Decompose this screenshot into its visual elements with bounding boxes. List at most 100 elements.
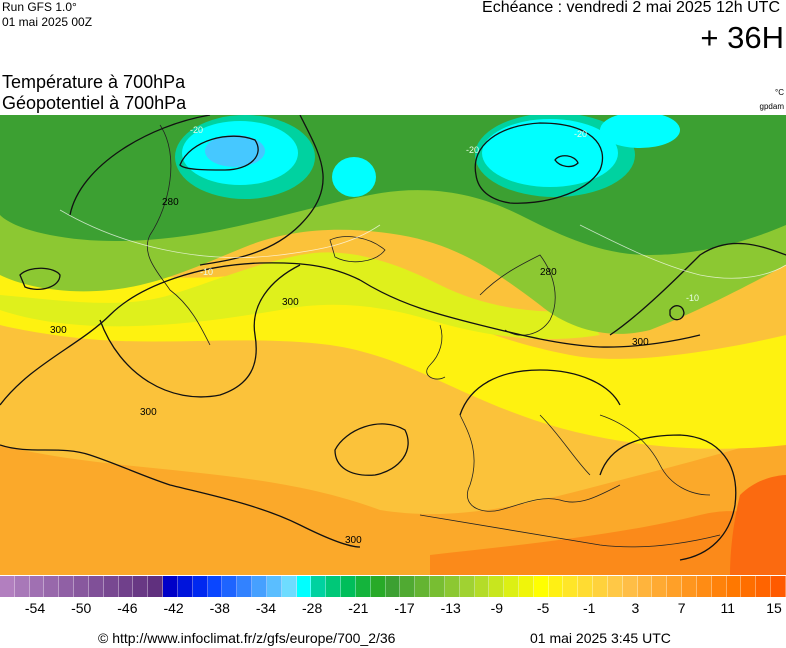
cold-patch-barents — [482, 119, 618, 187]
isotherm-label: -20 — [466, 145, 479, 155]
generated-timestamp: 01 mai 2025 3:45 UTC — [530, 630, 671, 646]
cold-core-greenland — [205, 135, 265, 167]
color-scale-swatch — [252, 576, 267, 597]
color-scale-swatch — [489, 576, 505, 597]
color-scale-swatch — [771, 576, 786, 597]
color-scale-swatch — [59, 576, 75, 597]
color-scale-swatch — [0, 576, 15, 597]
color-scale-swatch — [326, 576, 342, 597]
color-scale-swatch — [207, 576, 223, 597]
color-scale-tick-label: -5 — [536, 600, 550, 616]
coast-britain — [426, 324, 446, 380]
color-scale-swatch — [281, 576, 297, 597]
geopotential-contours — [0, 115, 786, 561]
color-scale-swatch — [696, 576, 712, 597]
source-url: © http://www.infoclimat.fr/z/gfs/europe/… — [98, 630, 396, 646]
coast-italy — [539, 414, 591, 476]
unit-temperature: °C — [775, 88, 784, 97]
color-scale-tick-label: -1 — [583, 600, 596, 616]
isotherm-label: -20 — [190, 125, 203, 135]
contour-label: 300 — [345, 535, 362, 546]
run-info: Run GFS 1.0° 01 mai 2025 00Z — [2, 1, 92, 31]
contour-300-trough — [99, 264, 301, 398]
contour-low-east — [669, 305, 685, 321]
color-scale-swatch — [192, 576, 208, 597]
coast-balkans — [599, 414, 711, 496]
color-scale-tick-label: -17 — [394, 600, 415, 616]
color-scale-swatch — [741, 576, 757, 597]
contour-300-se — [599, 434, 737, 561]
color-scale-swatch — [163, 576, 178, 597]
unit-geopotential: gpdam — [759, 102, 784, 111]
color-scale-swatch — [74, 576, 89, 597]
color-scale-swatch — [756, 576, 772, 597]
color-scale-tick-label: -13 — [440, 600, 461, 616]
color-scale-swatch — [430, 576, 445, 597]
color-scale-swatch — [370, 576, 386, 597]
color-scale — [0, 576, 786, 597]
color-scale-swatch — [474, 576, 490, 597]
color-scale-tick-label: -42 — [163, 600, 184, 616]
forecast-valid-time: Echéance : vendredi 2 mai 2025 12h UTC — [482, 0, 780, 16]
color-scale-swatch — [533, 576, 549, 597]
forecast-lead-time: + 36H — [700, 20, 784, 55]
color-scale-swatch — [88, 576, 104, 597]
color-scale-tick-label: 3 — [631, 600, 640, 616]
color-scale-swatch — [103, 576, 119, 597]
color-scale-swatch — [118, 576, 134, 597]
color-scale-swatch — [652, 576, 668, 597]
contour-label: 300 — [140, 407, 157, 418]
color-scale-swatch — [726, 576, 742, 597]
color-scale-swatch — [311, 576, 327, 597]
contour-label: 300 — [50, 325, 67, 336]
hot-region-southeast — [730, 475, 786, 575]
contour-300-west — [0, 262, 361, 406]
color-scale-tick-label: 7 — [677, 600, 686, 616]
contour-label: 280 — [162, 197, 179, 208]
color-scale-tick-label: -50 — [71, 600, 92, 616]
contour-labels: 280 300 300 300 280 300 300 — [50, 197, 649, 546]
cold-patch-kara — [600, 115, 680, 148]
contour-300-europe — [459, 369, 621, 416]
color-scale-tick-label: -9 — [490, 600, 504, 616]
coastlines — [146, 124, 721, 548]
color-scale-tick-label: -34 — [255, 600, 277, 616]
coast-scandinavia — [479, 254, 556, 336]
color-scale-swatch — [266, 576, 282, 597]
color-scale-swatch — [148, 576, 164, 597]
color-scale-swatch — [459, 576, 475, 597]
color-scale-swatch — [296, 576, 312, 597]
color-scale-swatch — [237, 576, 253, 597]
color-scale-swatch — [415, 576, 431, 597]
isotherm-label: -20 — [574, 129, 587, 139]
coast-iceland — [329, 236, 386, 263]
isotherm-label: -10 — [686, 293, 699, 303]
coast-greenland — [146, 124, 211, 346]
contour-280-mid — [199, 115, 324, 266]
color-scale-swatch — [563, 576, 579, 597]
map-title-temperature: Température à 700hPa — [2, 72, 186, 92]
color-scale-swatch — [504, 576, 519, 597]
contour-300-south — [0, 444, 361, 548]
contour-label: 300 — [282, 297, 299, 308]
hot-region-south — [430, 511, 786, 575]
color-scale-swatch — [222, 576, 238, 597]
contour-300-main — [359, 279, 701, 348]
weather-map: 280 300 300 300 280 300 300 -20 -20 -10 … — [0, 115, 786, 575]
color-scale-swatch — [637, 576, 653, 597]
isotherms — [59, 209, 786, 279]
isotherm-minus10-east — [579, 224, 786, 279]
coast-africa — [419, 514, 721, 548]
color-scale-swatch — [593, 576, 608, 597]
color-scale-swatch — [607, 576, 623, 597]
color-scale-swatch — [667, 576, 683, 597]
isotherm-minus10-west — [59, 209, 381, 258]
color-scale-swatch — [711, 576, 727, 597]
color-scale-swatch — [548, 576, 564, 597]
color-scale-swatch — [133, 576, 149, 597]
contour-label: 300 — [632, 337, 649, 348]
color-scale-ticks: -54 -50 -46 -42 -38 -34 -28 -21 -17 -13 -9 -5 -1 3 7 11… — [0, 600, 786, 620]
contour-core-barents — [554, 155, 579, 168]
color-scale-swatch — [578, 576, 594, 597]
isotherm-label: -10 — [200, 267, 213, 277]
